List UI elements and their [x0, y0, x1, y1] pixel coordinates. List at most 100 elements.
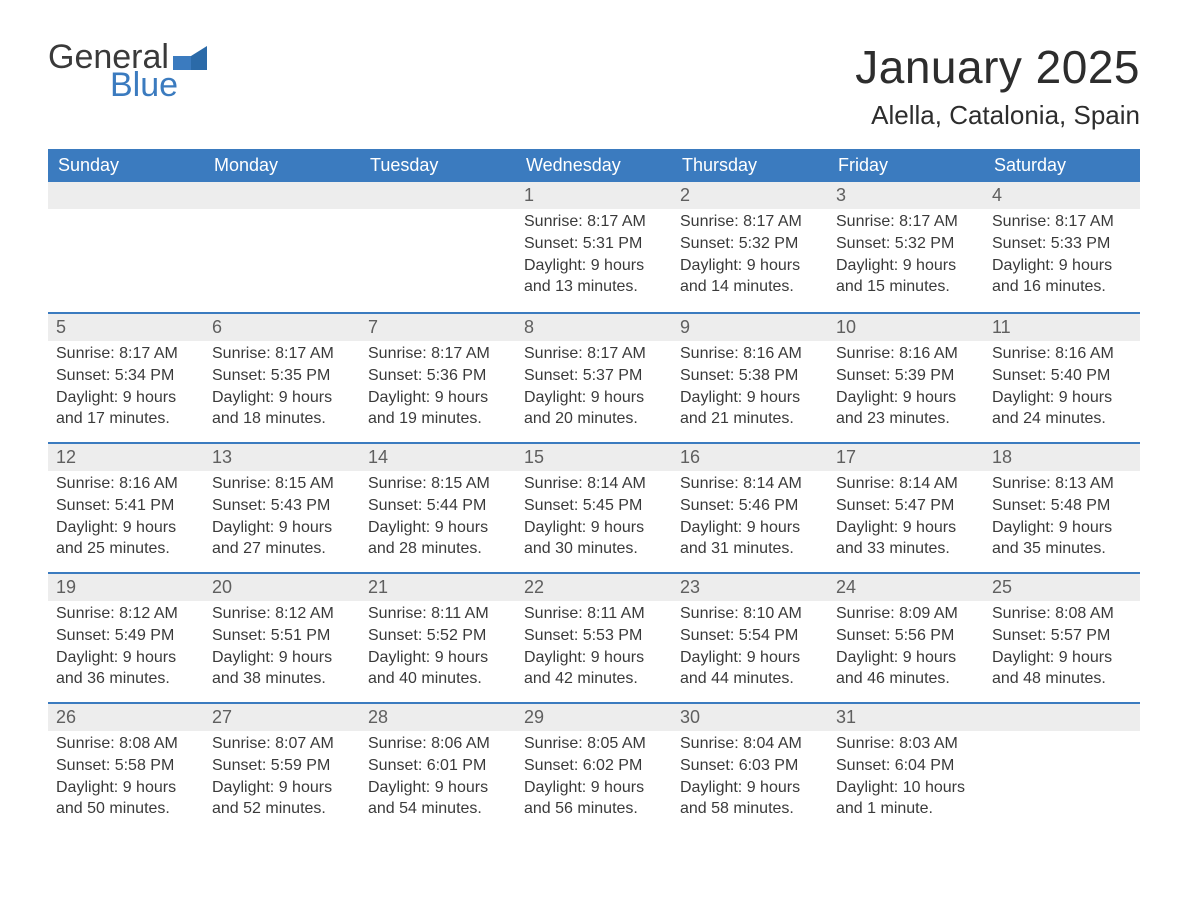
calendar-day-cell: 11Sunrise: 8:16 AMSunset: 5:40 PMDayligh…	[984, 312, 1140, 442]
day-d2: and 28 minutes.	[368, 538, 508, 560]
calendar-day-cell: 18Sunrise: 8:13 AMSunset: 5:48 PMDayligh…	[984, 442, 1140, 572]
day-number: 3	[828, 182, 984, 209]
day-d2: and 18 minutes.	[212, 408, 352, 430]
day-ss: Sunset: 5:51 PM	[212, 625, 352, 647]
day-d1: Daylight: 9 hours	[680, 387, 820, 409]
day-sr: Sunrise: 8:15 AM	[368, 473, 508, 495]
calendar-day-cell	[204, 182, 360, 312]
day-d2: and 13 minutes.	[524, 276, 664, 298]
day-ss: Sunset: 5:33 PM	[992, 233, 1132, 255]
logo-text-blue: Blue	[110, 68, 207, 102]
day-sr: Sunrise: 8:08 AM	[56, 733, 196, 755]
day-d2: and 14 minutes.	[680, 276, 820, 298]
day-number: 4	[984, 182, 1140, 209]
day-ss: Sunset: 5:43 PM	[212, 495, 352, 517]
weekday-header: Tuesday	[360, 149, 516, 182]
calendar-week-row: 5Sunrise: 8:17 AMSunset: 5:34 PMDaylight…	[48, 312, 1140, 442]
day-details: Sunrise: 8:17 AMSunset: 5:36 PMDaylight:…	[360, 341, 516, 439]
day-details: Sunrise: 8:08 AMSunset: 5:57 PMDaylight:…	[984, 601, 1140, 699]
day-ss: Sunset: 5:35 PM	[212, 365, 352, 387]
calendar-day-cell: 6Sunrise: 8:17 AMSunset: 5:35 PMDaylight…	[204, 312, 360, 442]
calendar-day-cell: 8Sunrise: 8:17 AMSunset: 5:37 PMDaylight…	[516, 312, 672, 442]
day-number: 22	[516, 572, 672, 601]
day-number: 25	[984, 572, 1140, 601]
day-d2: and 48 minutes.	[992, 668, 1132, 690]
calendar-day-cell	[360, 182, 516, 312]
weekday-header-row: Sunday Monday Tuesday Wednesday Thursday…	[48, 149, 1140, 182]
calendar-day-cell: 5Sunrise: 8:17 AMSunset: 5:34 PMDaylight…	[48, 312, 204, 442]
day-number: 21	[360, 572, 516, 601]
calendar-day-cell: 19Sunrise: 8:12 AMSunset: 5:49 PMDayligh…	[48, 572, 204, 702]
calendar-page: General Blue January 2025 Alella, Catalo…	[0, 0, 1188, 892]
day-sr: Sunrise: 8:16 AM	[992, 343, 1132, 365]
day-d1: Daylight: 9 hours	[992, 255, 1132, 277]
day-sr: Sunrise: 8:14 AM	[524, 473, 664, 495]
day-d2: and 46 minutes.	[836, 668, 976, 690]
day-d1: Daylight: 9 hours	[56, 647, 196, 669]
day-number-bar	[360, 182, 516, 209]
day-ss: Sunset: 5:45 PM	[524, 495, 664, 517]
day-number: 9	[672, 312, 828, 341]
day-details: Sunrise: 8:12 AMSunset: 5:51 PMDaylight:…	[204, 601, 360, 699]
day-number: 20	[204, 572, 360, 601]
day-sr: Sunrise: 8:16 AM	[56, 473, 196, 495]
day-details: Sunrise: 8:17 AMSunset: 5:33 PMDaylight:…	[984, 209, 1140, 307]
day-sr: Sunrise: 8:06 AM	[368, 733, 508, 755]
day-d1: Daylight: 9 hours	[992, 647, 1132, 669]
day-number-bar	[984, 702, 1140, 731]
day-ss: Sunset: 6:01 PM	[368, 755, 508, 777]
day-ss: Sunset: 5:37 PM	[524, 365, 664, 387]
day-d1: Daylight: 9 hours	[836, 517, 976, 539]
calendar-day-cell: 24Sunrise: 8:09 AMSunset: 5:56 PMDayligh…	[828, 572, 984, 702]
day-sr: Sunrise: 8:16 AM	[836, 343, 976, 365]
day-number: 24	[828, 572, 984, 601]
day-d2: and 36 minutes.	[56, 668, 196, 690]
day-sr: Sunrise: 8:17 AM	[524, 343, 664, 365]
day-d2: and 35 minutes.	[992, 538, 1132, 560]
day-ss: Sunset: 5:47 PM	[836, 495, 976, 517]
day-number: 28	[360, 702, 516, 731]
calendar-day-cell: 1Sunrise: 8:17 AMSunset: 5:31 PMDaylight…	[516, 182, 672, 312]
day-d2: and 20 minutes.	[524, 408, 664, 430]
day-d1: Daylight: 9 hours	[524, 777, 664, 799]
day-sr: Sunrise: 8:14 AM	[836, 473, 976, 495]
location: Alella, Catalonia, Spain	[855, 100, 1140, 131]
day-number: 31	[828, 702, 984, 731]
day-d1: Daylight: 9 hours	[680, 647, 820, 669]
day-d2: and 52 minutes.	[212, 798, 352, 820]
day-details: Sunrise: 8:04 AMSunset: 6:03 PMDaylight:…	[672, 731, 828, 829]
day-d2: and 1 minute.	[836, 798, 976, 820]
day-number: 17	[828, 442, 984, 471]
day-d1: Daylight: 9 hours	[836, 255, 976, 277]
day-d1: Daylight: 9 hours	[992, 387, 1132, 409]
day-ss: Sunset: 5:49 PM	[56, 625, 196, 647]
day-number: 23	[672, 572, 828, 601]
calendar-day-cell: 23Sunrise: 8:10 AMSunset: 5:54 PMDayligh…	[672, 572, 828, 702]
day-details: Sunrise: 8:14 AMSunset: 5:45 PMDaylight:…	[516, 471, 672, 569]
day-details: Sunrise: 8:11 AMSunset: 5:52 PMDaylight:…	[360, 601, 516, 699]
day-ss: Sunset: 5:59 PM	[212, 755, 352, 777]
day-d1: Daylight: 9 hours	[524, 647, 664, 669]
day-ss: Sunset: 5:36 PM	[368, 365, 508, 387]
calendar-day-cell: 17Sunrise: 8:14 AMSunset: 5:47 PMDayligh…	[828, 442, 984, 572]
day-ss: Sunset: 5:34 PM	[56, 365, 196, 387]
day-ss: Sunset: 5:39 PM	[836, 365, 976, 387]
calendar-day-cell: 2Sunrise: 8:17 AMSunset: 5:32 PMDaylight…	[672, 182, 828, 312]
day-ss: Sunset: 5:58 PM	[56, 755, 196, 777]
day-number: 19	[48, 572, 204, 601]
day-number-bar	[204, 182, 360, 209]
calendar-week-row: 26Sunrise: 8:08 AMSunset: 5:58 PMDayligh…	[48, 702, 1140, 832]
day-number: 10	[828, 312, 984, 341]
day-d1: Daylight: 9 hours	[524, 517, 664, 539]
day-details: Sunrise: 8:16 AMSunset: 5:40 PMDaylight:…	[984, 341, 1140, 439]
calendar-day-cell: 14Sunrise: 8:15 AMSunset: 5:44 PMDayligh…	[360, 442, 516, 572]
day-sr: Sunrise: 8:16 AM	[680, 343, 820, 365]
day-sr: Sunrise: 8:17 AM	[56, 343, 196, 365]
calendar-day-cell: 15Sunrise: 8:14 AMSunset: 5:45 PMDayligh…	[516, 442, 672, 572]
day-sr: Sunrise: 8:10 AM	[680, 603, 820, 625]
day-d2: and 40 minutes.	[368, 668, 508, 690]
day-sr: Sunrise: 8:07 AM	[212, 733, 352, 755]
calendar-day-cell: 25Sunrise: 8:08 AMSunset: 5:57 PMDayligh…	[984, 572, 1140, 702]
weekday-header: Monday	[204, 149, 360, 182]
day-d1: Daylight: 9 hours	[992, 517, 1132, 539]
